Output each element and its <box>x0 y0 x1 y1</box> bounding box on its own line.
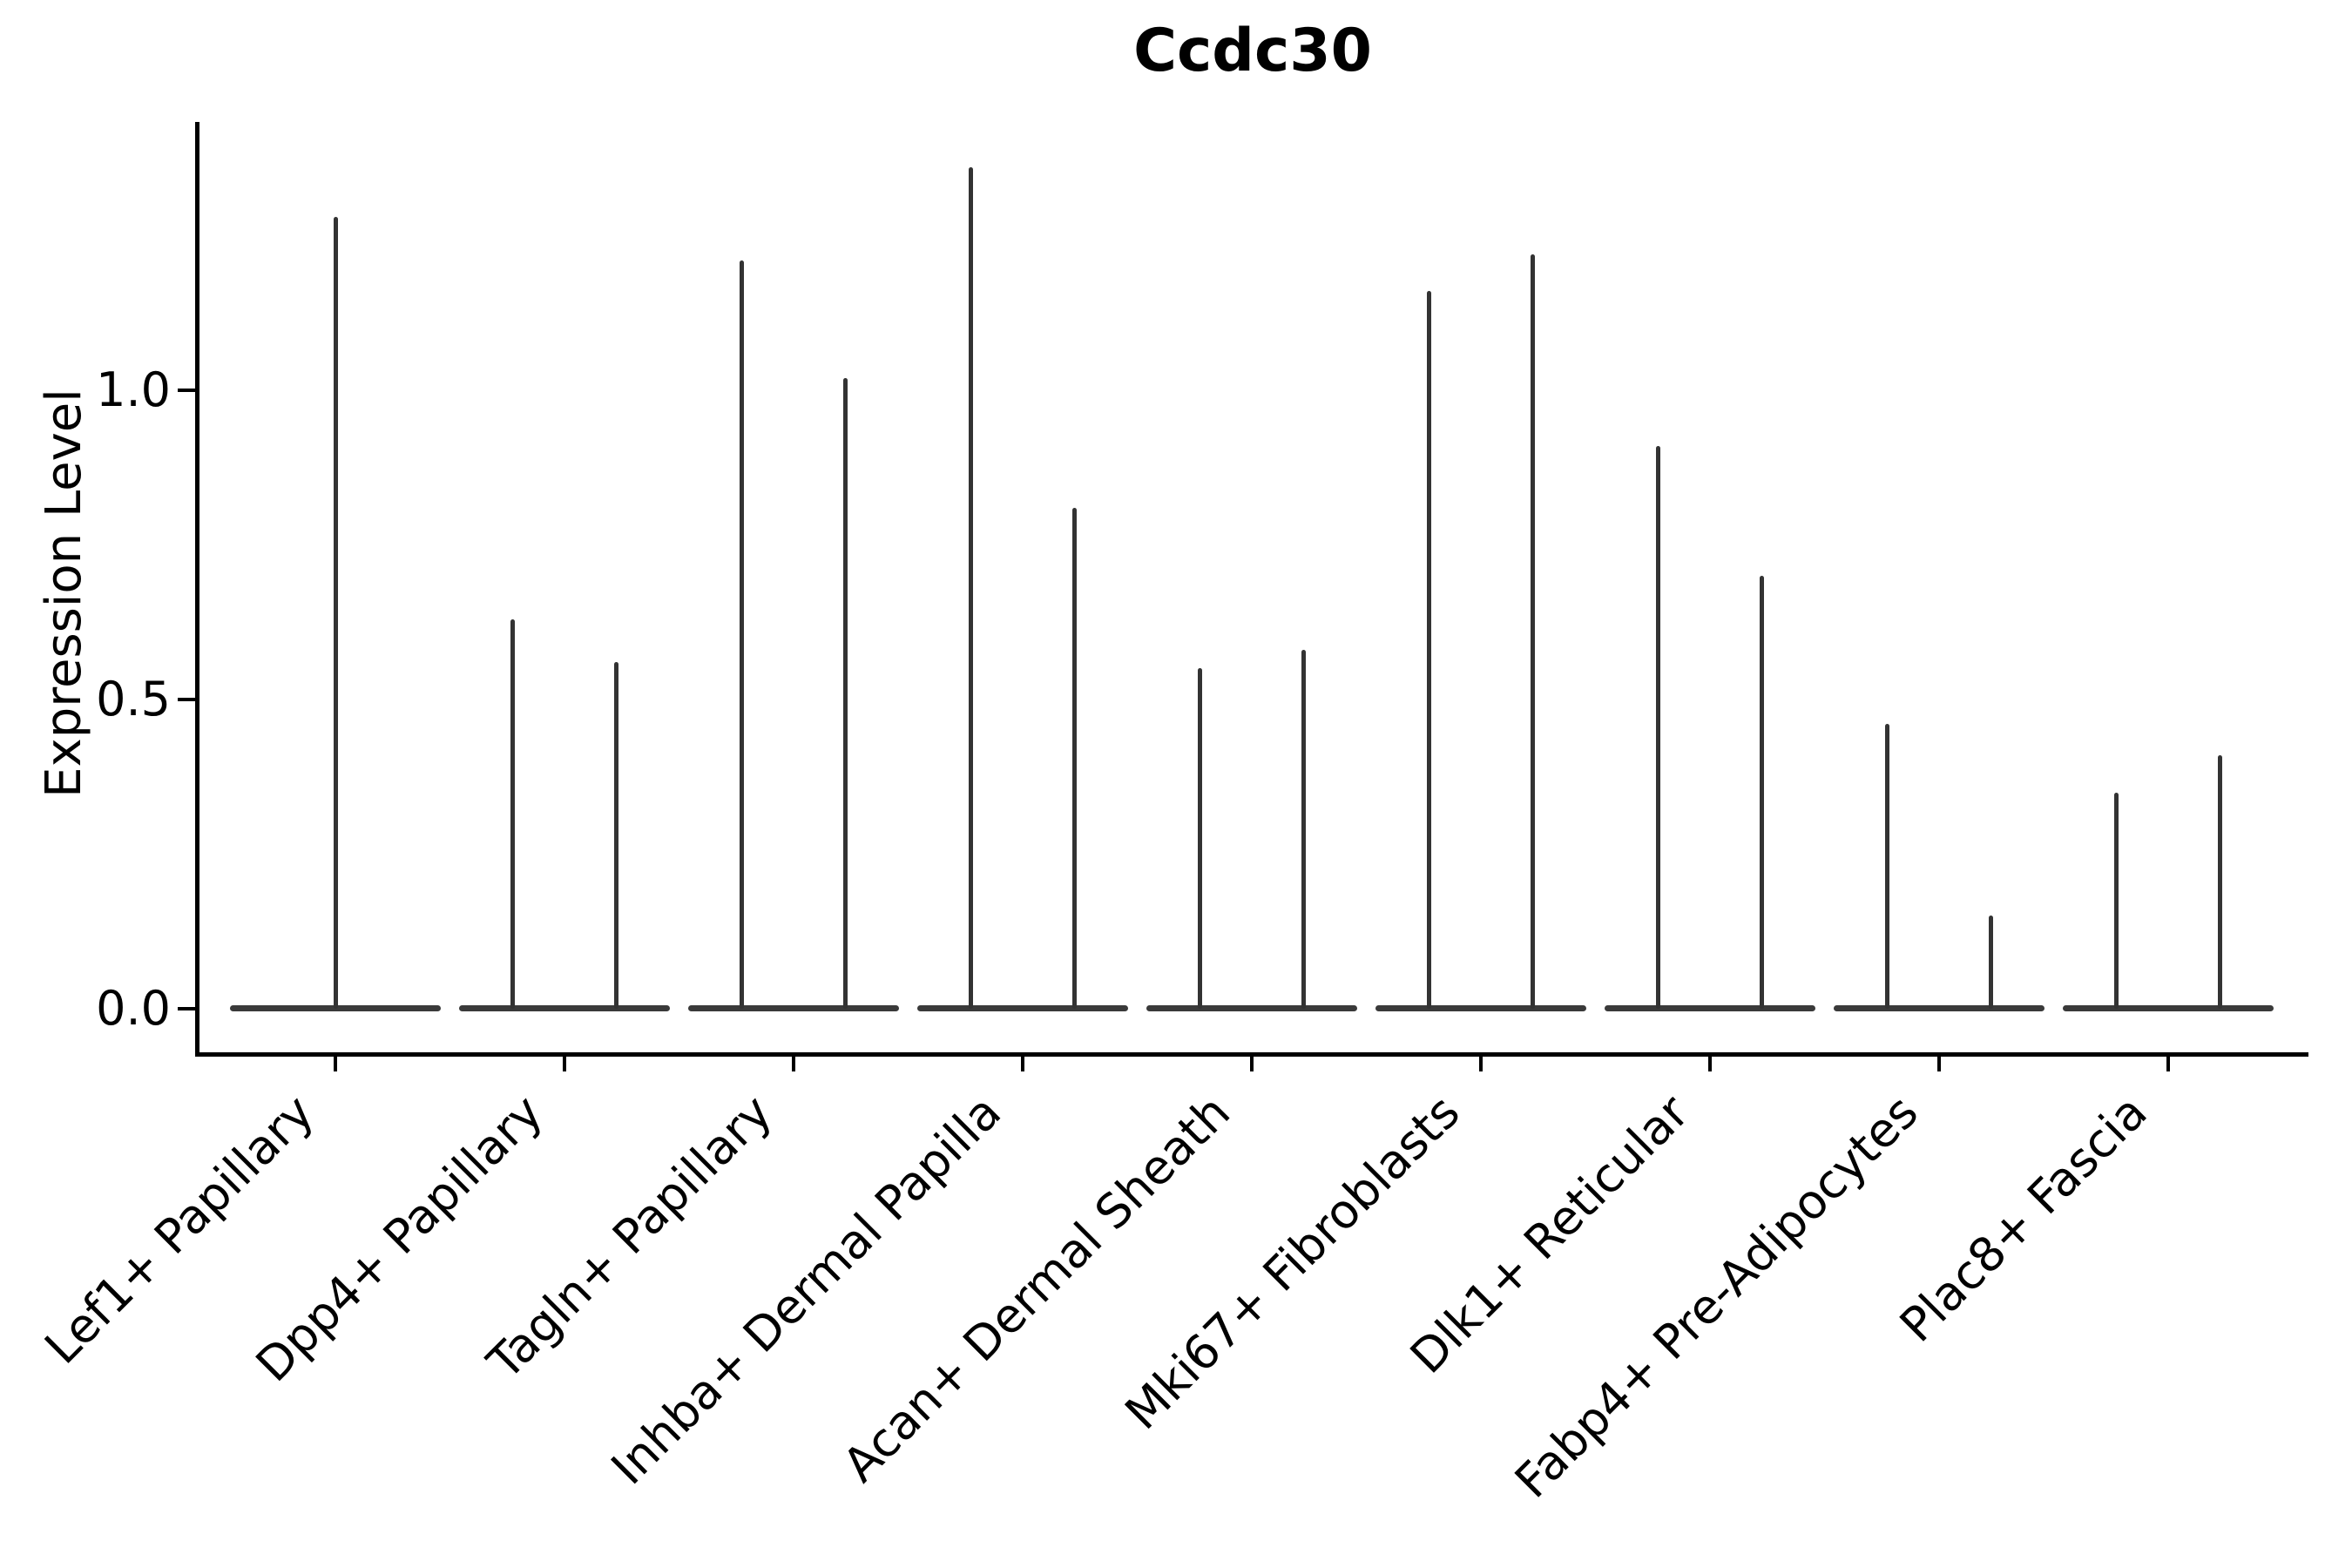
violin-spike <box>2114 793 2119 1009</box>
violin-baseline <box>1834 1005 2044 1011</box>
x-tick-label: Fabp4+ Pre-Adipocytes <box>1504 1084 1929 1509</box>
y-axis-tick <box>178 1007 197 1010</box>
x-tick-label: Plac8+ Fascia <box>1889 1084 2158 1353</box>
y-tick-label: 1.0 <box>96 362 171 417</box>
violin-spike <box>843 378 848 1009</box>
violin-spike <box>969 167 973 1009</box>
x-axis-tick <box>1479 1056 1483 1071</box>
violin-spike <box>1072 508 1077 1009</box>
violin-spike <box>510 619 515 1009</box>
x-axis-spine <box>195 1052 2308 1057</box>
x-axis-tick <box>792 1056 795 1071</box>
violin-spike <box>740 260 744 1009</box>
x-axis-tick <box>563 1056 566 1071</box>
violin-baseline <box>1375 1005 1586 1011</box>
violin-spike <box>1531 254 1535 1009</box>
chart-title: Ccdc30 <box>1133 17 1372 85</box>
x-axis-tick <box>1250 1056 1254 1071</box>
y-axis-tick <box>178 698 197 701</box>
violin-baseline <box>1605 1005 1815 1011</box>
x-tick-label: Acan+ Dermal Sheath <box>832 1084 1241 1493</box>
y-axis-tick <box>178 389 197 392</box>
x-axis-tick <box>334 1056 337 1071</box>
x-axis-tick <box>2166 1056 2170 1071</box>
x-tick-label: Inhba+ Dermal Papilla <box>601 1084 1012 1496</box>
y-axis-label: Expression Level <box>36 389 92 798</box>
violin-baseline <box>2063 1005 2274 1011</box>
violin-spike <box>2218 755 2222 1009</box>
violin-spike <box>1427 291 1431 1009</box>
violin-baseline <box>459 1005 670 1011</box>
violin-spike <box>333 217 338 1009</box>
violin-spike <box>1989 916 1993 1009</box>
violin-baseline <box>688 1005 899 1011</box>
x-axis-tick <box>1021 1056 1024 1071</box>
y-tick-label: 0.0 <box>96 981 171 1036</box>
violin-spike <box>1656 446 1660 1009</box>
y-axis-spine <box>195 122 199 1057</box>
y-tick-label: 0.5 <box>96 672 171 727</box>
x-axis-tick <box>1937 1056 1941 1071</box>
violin-baseline <box>1146 1005 1357 1011</box>
violin-spike <box>1885 724 1889 1009</box>
violin-baseline <box>917 1005 1128 1011</box>
violin-spike <box>1760 576 1764 1009</box>
x-axis-tick <box>1708 1056 1712 1071</box>
violin-spike <box>1198 668 1202 1009</box>
violin-spike <box>1301 650 1306 1009</box>
violin-spike <box>614 662 618 1009</box>
